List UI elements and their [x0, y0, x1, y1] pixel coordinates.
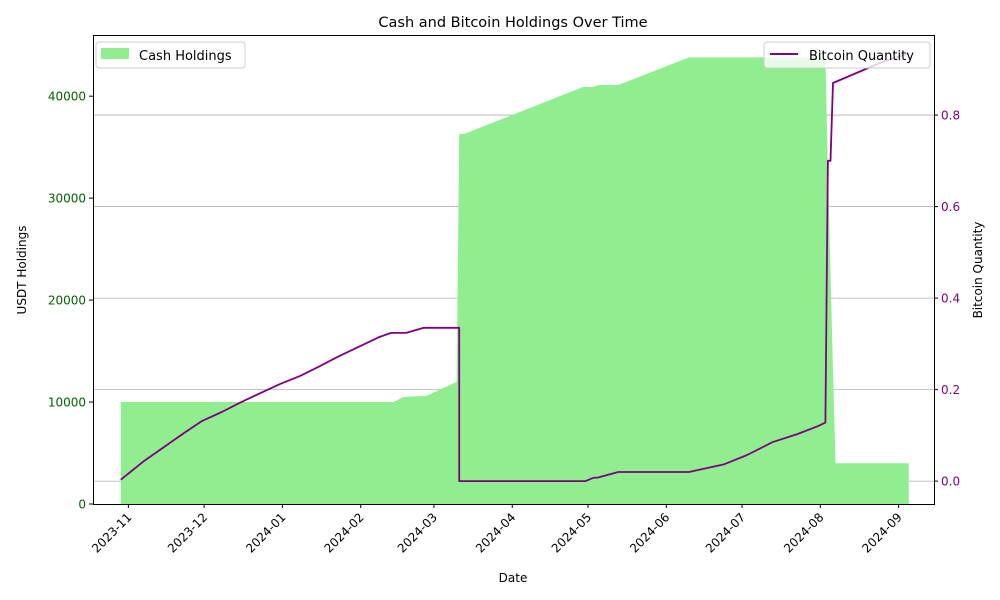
y-axis-right-label: Bitcoin Quantity	[971, 222, 985, 319]
x-axis: 2023-11 2023-12 2024-01 2024-02 2024-03 2024-…	[89, 504, 905, 556]
y-left-tick-label: 10000	[48, 396, 86, 410]
x-tick-label: 2024-09	[859, 510, 904, 555]
cash-holdings-area	[120, 57, 909, 505]
chart-title: Cash and Bitcoin Holdings Over Time	[378, 15, 647, 31]
y-axis-left: 0 10000 20000 30000 40000	[48, 90, 93, 512]
legend-bitcoin-frame	[763, 41, 931, 69]
y-axis-right: 0.0 0.2 0.4 0.6 0.8	[934, 109, 960, 489]
y-left-tick-label: 20000	[48, 294, 86, 308]
x-tick-label: 2024-06	[627, 510, 672, 555]
legend-cash: Cash Holdings	[95, 41, 246, 69]
y-right-tick-label: 0.4	[941, 292, 960, 306]
y-right-tick-label: 0.8	[941, 109, 960, 123]
y-left-tick-label: 0	[78, 498, 86, 512]
x-tick-label: 2024-05	[549, 510, 594, 555]
y-left-tick-label: 40000	[48, 90, 86, 104]
x-tick-label: 2024-01	[243, 510, 288, 555]
x-tick-label: 2024-07	[703, 510, 748, 555]
legend-cash-label: Cash Holdings	[139, 49, 232, 64]
legend-bitcoin: Bitcoin Quantity	[763, 41, 931, 69]
bitcoin-line-layer	[120, 52, 909, 483]
cash-area-layer	[120, 57, 909, 505]
bitcoin-quantity-line	[120, 52, 909, 483]
y-right-tick-label: 0.6	[941, 200, 960, 214]
legend-cash-frame	[95, 41, 246, 69]
legend-bitcoin-label: Bitcoin Quantity	[809, 49, 914, 64]
y-right-tick-label: 0.0	[941, 475, 960, 489]
x-tick-label: 2024-08	[781, 510, 826, 555]
x-tick-label: 2024-03	[395, 510, 440, 555]
y-right-tick-label: 0.2	[941, 383, 960, 397]
legend-cash-swatch	[101, 48, 129, 59]
x-axis-label: Date	[499, 571, 528, 585]
plot-frame	[93, 35, 935, 505]
y-axis-left-label: USDT Holdings	[15, 226, 29, 315]
y-left-tick-label: 30000	[48, 192, 86, 206]
x-tick-label: 2024-04	[473, 510, 518, 555]
x-tick-label: 2023-11	[89, 510, 134, 555]
x-tick-label: 2024-02	[321, 510, 366, 555]
x-tick-label: 2023-12	[165, 510, 210, 555]
